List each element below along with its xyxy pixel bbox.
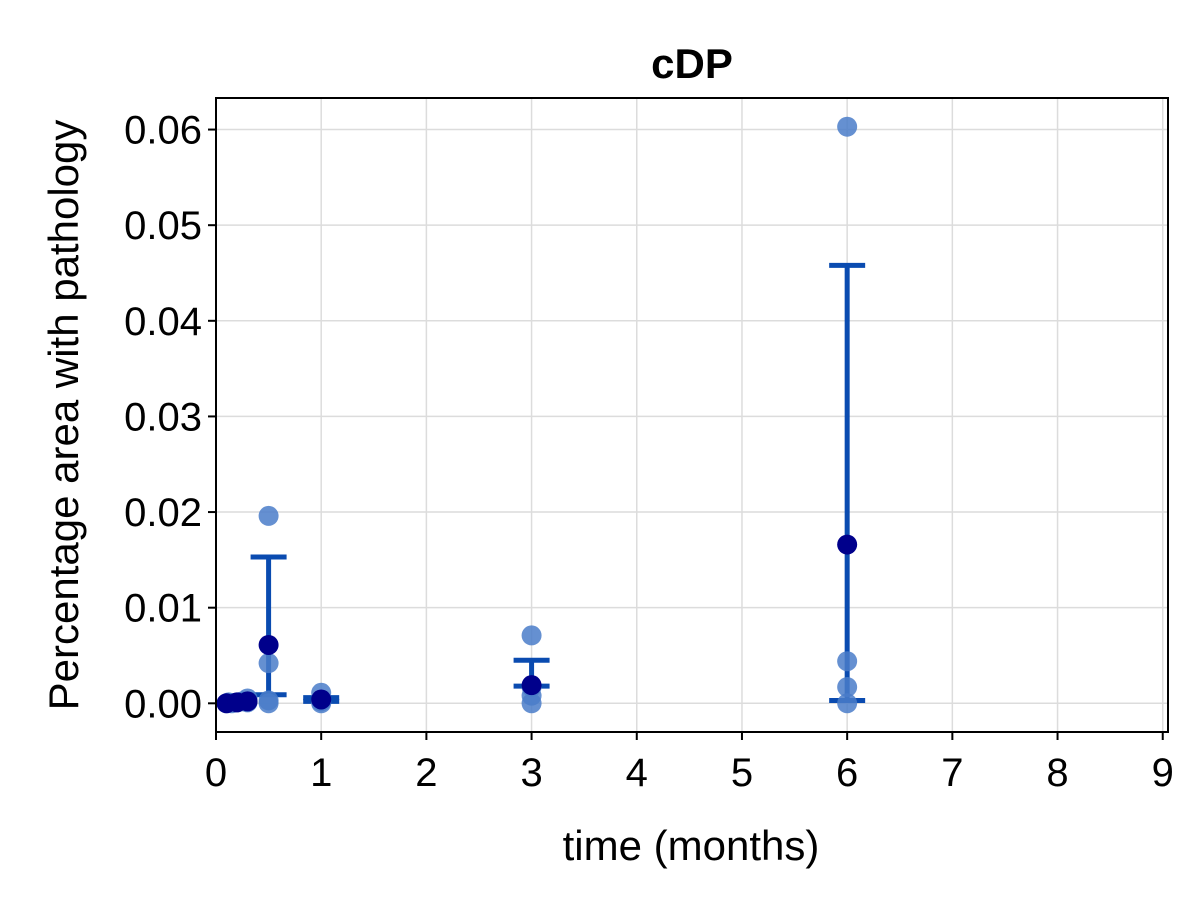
x-tick-label: 2 [415,751,437,795]
y-tick-label: 0.04 [124,300,202,344]
x-tick-label: 0 [205,751,227,795]
x-tick-label: 3 [520,751,542,795]
grid [215,98,1168,732]
mean-point [837,534,858,555]
x-tick-label: 9 [1152,751,1174,795]
y-tick-label: 0.01 [124,587,202,631]
data-point [837,693,858,714]
y-axis-ticks: 0.00 0.01 0.02 0.03 0.04 0.05 0.06 [124,109,216,726]
x-tick-label: 6 [836,751,858,795]
mean-point [311,689,332,710]
data-point [258,693,279,714]
mean-point [521,675,542,696]
x-tick-label: 7 [941,751,963,795]
y-tick-label: 0.03 [124,395,202,439]
x-tick-label: 8 [1046,751,1068,795]
y-tick-label: 0.00 [124,682,202,726]
x-axis-ticks: 0 1 2 3 4 5 6 7 8 9 [205,732,1174,795]
data-point [837,116,858,137]
mean-point [237,691,258,712]
chart-title: cDP [651,40,733,87]
y-tick-label: 0.06 [124,109,202,153]
y-tick-label: 0.02 [124,491,202,535]
x-tick-label: 5 [731,751,753,795]
plot-frame [215,97,1169,733]
data-point [521,625,542,646]
y-tick-label: 0.05 [124,204,202,248]
data-point [837,677,858,698]
x-axis-label: time (months) [563,822,820,869]
data-point [258,505,279,526]
x-tick-label: 4 [626,751,648,795]
mean-points [216,534,858,714]
mean-point [258,634,279,655]
data-point [521,693,542,714]
data-point [258,653,279,674]
x-tick-label: 1 [310,751,332,795]
y-axis-label: Percentage area with pathology [40,120,87,711]
data-point [837,651,858,672]
